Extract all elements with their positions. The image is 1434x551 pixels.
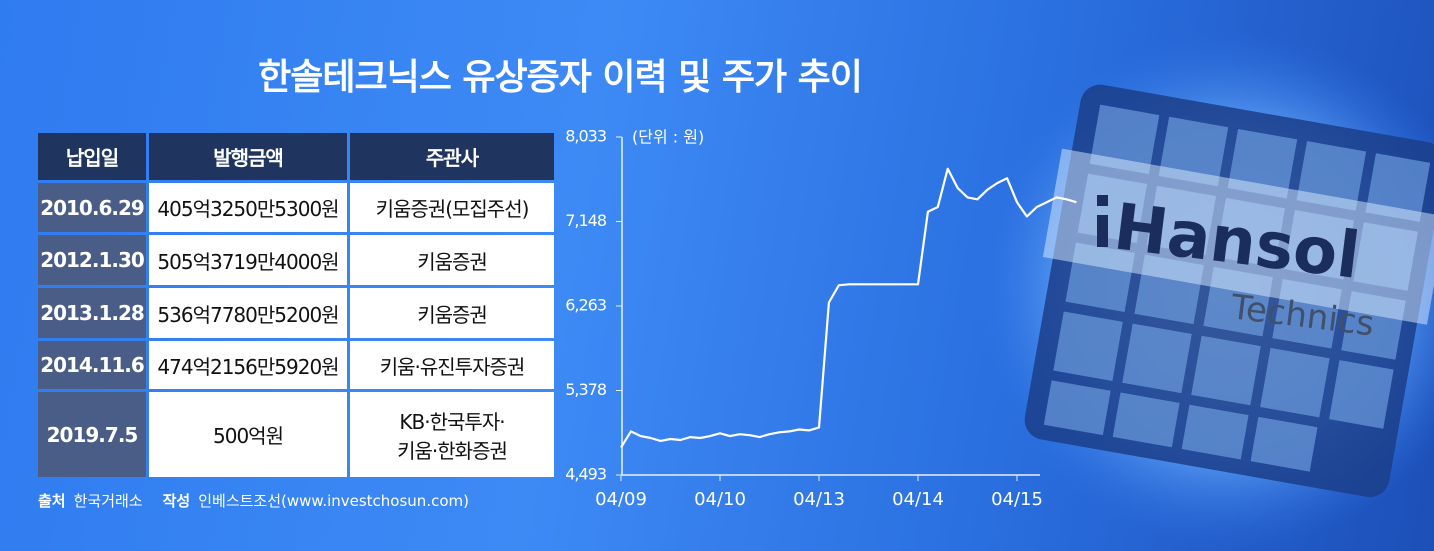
cell: 키움·유진투자증권 [350,341,554,389]
source-label: 작성 [162,492,191,510]
cell-line: 키움증권 [417,302,488,327]
x-tick-label: 04/13 [793,489,845,510]
plot-area: (단위 : 원) 8,033 7,148 6,263 5,378 4,493 04/09 0… [565,127,1077,510]
cell-line: 키움·한화증권 [397,438,508,463]
cell-line: 키움증권(모집주선) [375,197,530,221]
cell: KB·한국투자· 키움·한화증권 [350,392,554,477]
table: 납입일 발행금액 주관사 2010.6.29 405억3250만5300원 키움증권(모집… [38,133,554,477]
date-cell: 2019.7.5 [38,392,146,477]
cell: 500억원 [149,392,347,477]
y-tick-label: 7,148 [565,211,607,230]
source-text: 인베스트조선(www.investchosun.com) [198,492,469,510]
cell: 키움증권(모집주선) [350,183,554,232]
cell-line: 키움증권 [417,249,488,274]
source: 출처 한국거래소 작성 인베스트조선(www.investchosun.com) [38,490,489,511]
y-tick-label: 4,493 [565,465,606,484]
y-tick-label: 8,033 [565,127,606,146]
cell: 536억7780만5200원 [149,288,347,338]
y-tick-label: 5,378 [565,380,607,399]
cell-line: 키움·유진투자증권 [379,354,526,379]
date-cell: 2014.11.6 [38,341,146,389]
y-tick-label: 6,263 [565,296,606,315]
cell: 505억3719만4000원 [149,235,347,285]
cell: 474억2156만5920원 [149,341,347,389]
cell: 키움증권 [350,288,554,338]
header-cell: 발행금액 [149,133,347,180]
cell: 키움증권 [350,235,554,285]
x-tick-label: 04/14 [892,489,944,510]
x-tick-label: 04/09 [595,489,647,510]
cell-line: KB·한국투자· [399,409,505,434]
header-cell: 주관사 [350,133,554,180]
date-cell: 2012.1.30 [38,235,146,285]
title: 한솔테크닉스 유상증자 이력 및 주가 추이 [258,57,863,98]
unit-label: (단위 : 원) [632,128,704,147]
x-tick-label: 04/10 [694,489,746,510]
header-cell: 납입일 [38,133,146,180]
source-text: 한국거래소 [73,492,143,510]
wafer-image [970,30,1434,550]
source-label: 출처 [38,492,66,510]
price-line [620,167,1077,449]
cell: 405억3250만5300원 [149,183,347,232]
date-cell: 2010.6.29 [38,183,146,232]
date-cell: 2013.1.28 [38,288,146,338]
x-tick-label: 04/15 [991,489,1043,510]
